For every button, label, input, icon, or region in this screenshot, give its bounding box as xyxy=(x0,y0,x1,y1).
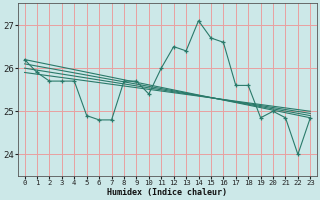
X-axis label: Humidex (Indice chaleur): Humidex (Indice chaleur) xyxy=(108,188,228,197)
